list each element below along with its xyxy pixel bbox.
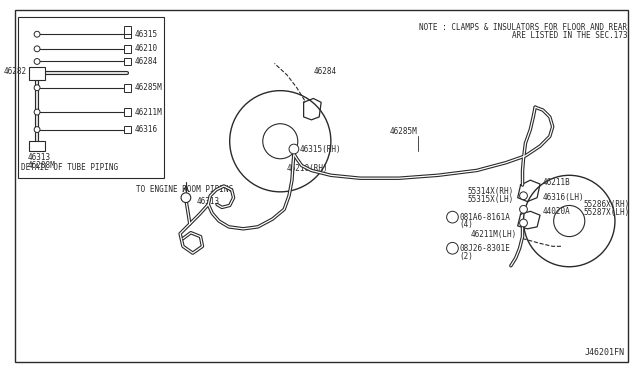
Bar (18, 17, 164, 178)
Text: 46211M: 46211M (134, 108, 162, 116)
Circle shape (289, 144, 299, 154)
Text: 55286X(RH): 55286X(RH) (584, 200, 630, 209)
Text: (4): (4) (460, 221, 473, 230)
Text: 44020A: 44020A (543, 207, 571, 216)
Text: 46313: 46313 (196, 197, 220, 206)
Circle shape (34, 85, 40, 91)
Bar (124, 126, 131, 134)
Circle shape (34, 31, 40, 37)
Text: 46285M: 46285M (389, 127, 417, 136)
Text: 46211B: 46211B (543, 177, 571, 187)
Bar (124, 108, 131, 116)
Bar (124, 26, 131, 34)
Bar (29, 67, 45, 80)
Bar (124, 84, 131, 92)
Text: 46288M: 46288M (28, 161, 55, 170)
Text: ARE LISTED IN THE SEC.173: ARE LISTED IN THE SEC.173 (512, 31, 628, 40)
Text: 46211M(LH): 46211M(LH) (471, 230, 517, 239)
Text: 55314X(RH): 55314X(RH) (467, 187, 513, 196)
Text: 08J26-8301E: 08J26-8301E (460, 244, 510, 253)
Text: 55287X(LH): 55287X(LH) (584, 208, 630, 217)
Circle shape (447, 243, 458, 254)
Text: 46210(RH): 46210(RH) (287, 164, 329, 173)
Text: 46284: 46284 (314, 67, 337, 76)
Bar (124, 45, 131, 53)
Text: 46284: 46284 (134, 57, 157, 66)
Text: (2): (2) (460, 251, 473, 260)
Text: B: B (451, 215, 454, 219)
Text: DETAIL OF TUBE PIPING: DETAIL OF TUBE PIPING (22, 163, 118, 172)
Text: 46210: 46210 (134, 44, 157, 53)
Text: 081A6-8161A: 081A6-8161A (460, 213, 510, 222)
Bar (29, 141, 45, 151)
Text: 46315: 46315 (134, 30, 157, 39)
Text: TO ENGINE ROOM PIPING: TO ENGINE ROOM PIPING (136, 185, 234, 195)
Circle shape (520, 219, 527, 227)
Circle shape (447, 211, 458, 223)
Text: J46201FN: J46201FN (585, 348, 625, 357)
Bar (124, 31, 131, 38)
Circle shape (520, 192, 527, 200)
Text: 46313: 46313 (28, 153, 51, 162)
Bar (124, 58, 131, 65)
Text: 55315X(LH): 55315X(LH) (467, 195, 513, 204)
Circle shape (181, 193, 191, 202)
Circle shape (34, 46, 40, 52)
Circle shape (34, 109, 40, 115)
Circle shape (34, 58, 40, 64)
Circle shape (34, 126, 40, 132)
Text: NOTE : CLAMPS & INSULATORS FOR FLOOR AND REAR: NOTE : CLAMPS & INSULATORS FOR FLOOR AND… (419, 23, 628, 32)
Text: 46315(RH): 46315(RH) (300, 145, 341, 154)
Text: 46285M: 46285M (134, 83, 162, 92)
Circle shape (520, 205, 527, 213)
Text: 46282: 46282 (3, 67, 26, 76)
Text: 46316: 46316 (134, 125, 157, 134)
Text: 46316(LH): 46316(LH) (543, 193, 584, 202)
Text: B: B (451, 246, 454, 251)
